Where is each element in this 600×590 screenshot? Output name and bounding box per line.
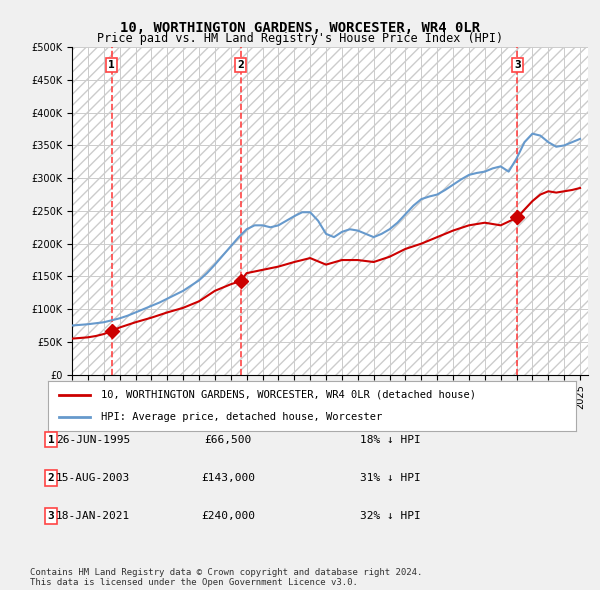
Text: 3: 3 [514,60,521,70]
Text: 2: 2 [237,60,244,70]
Text: HPI: Average price, detached house, Worcester: HPI: Average price, detached house, Worc… [101,412,382,422]
Text: 1: 1 [47,435,55,444]
Text: 3: 3 [47,512,55,521]
Text: 32% ↓ HPI: 32% ↓ HPI [360,512,421,521]
Text: 2: 2 [47,473,55,483]
Text: 1: 1 [108,60,115,70]
Text: 18% ↓ HPI: 18% ↓ HPI [360,435,421,444]
Text: Price paid vs. HM Land Registry's House Price Index (HPI): Price paid vs. HM Land Registry's House … [97,32,503,45]
Text: £240,000: £240,000 [201,512,255,521]
Text: 31% ↓ HPI: 31% ↓ HPI [360,473,421,483]
Text: 18-JAN-2021: 18-JAN-2021 [56,512,130,521]
Text: 10, WORTHINGTON GARDENS, WORCESTER, WR4 0LR (detached house): 10, WORTHINGTON GARDENS, WORCESTER, WR4 … [101,389,476,399]
Text: 15-AUG-2003: 15-AUG-2003 [56,473,130,483]
Text: £66,500: £66,500 [205,435,251,444]
Text: Contains HM Land Registry data © Crown copyright and database right 2024.
This d: Contains HM Land Registry data © Crown c… [30,568,422,587]
Text: 26-JUN-1995: 26-JUN-1995 [56,435,130,444]
Text: £143,000: £143,000 [201,473,255,483]
Text: 10, WORTHINGTON GARDENS, WORCESTER, WR4 0LR: 10, WORTHINGTON GARDENS, WORCESTER, WR4 … [120,21,480,35]
